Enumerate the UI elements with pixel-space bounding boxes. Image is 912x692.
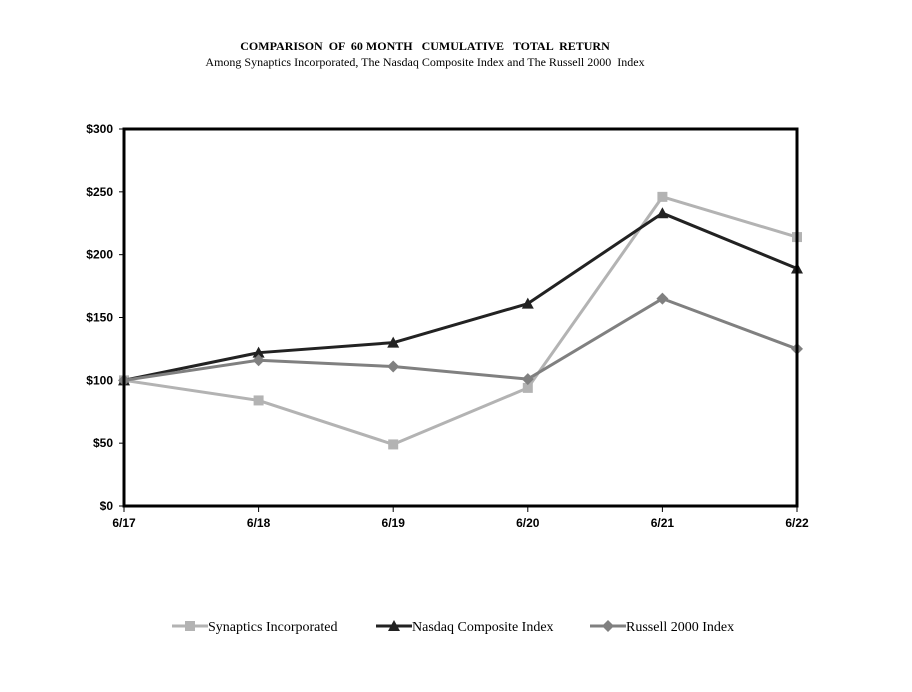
chart-title: COMPARISON OF 60 MONTH CUMULATIVE TOTAL … [240,39,610,53]
axis-ticks: $0 $50 $100 $150 $200 $250 $300 6/17 6/18 6/19 6/2… [86,122,809,530]
legend-label: Nasdaq Composite Index [412,620,554,635]
y-tick-label: $150 [86,311,113,325]
y-tick-label: $250 [86,185,113,199]
x-tick-label: 6/17 [112,516,136,530]
data-point [656,292,669,305]
legend-marker [388,620,400,631]
data-point [521,297,534,309]
y-tick-label: $50 [93,436,113,450]
series-1 [118,207,803,386]
legend-label: Russell 2000 Index [626,620,734,635]
data-point [657,191,668,202]
series-0 [119,191,802,450]
legend-item: Synaptics Incorporated [172,620,337,635]
legend-label: Synaptics Incorporated [208,620,337,635]
data-point [656,207,669,219]
series-line [123,211,798,382]
legend: Synaptics Incorporated Nasdaq Composite I… [172,620,734,635]
data-point [253,395,264,406]
data-point [252,346,265,358]
series-line [123,195,798,446]
x-tick-label: 6/18 [247,516,271,530]
y-tick-label: $200 [86,248,113,262]
chart-subtitle: Among Synaptics Incorporated, The Nasdaq… [205,55,644,69]
x-tick-label: 6/20 [516,516,540,530]
y-tick-label: $100 [86,373,113,387]
data-point [252,354,265,367]
x-tick-label: 6/19 [382,516,406,530]
data-point [521,373,534,386]
legend-item: Nasdaq Composite Index [376,620,554,635]
x-tick-label: 6/22 [785,516,809,530]
plot-area-frame [122,127,799,508]
legend-item: Russell 2000 Index [590,620,734,635]
series-2 [118,292,803,387]
data-point [387,360,400,373]
legend-marker [185,621,195,631]
data-point [387,336,400,348]
series-line [123,297,798,382]
legend-marker [602,620,614,632]
y-tick-label: $0 [100,499,114,513]
x-tick-label: 6/21 [651,516,675,530]
data-point [522,382,533,393]
data-point [388,439,399,450]
y-tick-label: $300 [86,122,113,136]
series-layer [118,191,803,450]
